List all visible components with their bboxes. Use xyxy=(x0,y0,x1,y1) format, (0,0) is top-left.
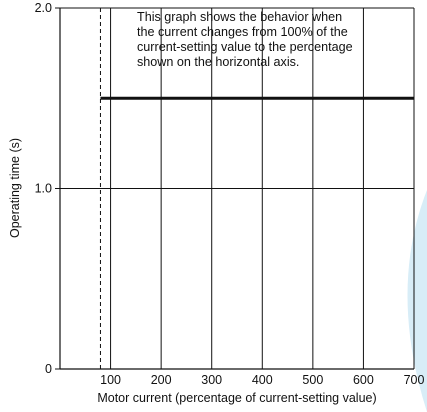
x-tick-label-400: 400 xyxy=(252,373,273,387)
annotation-line-1: This graph shows the behavior when xyxy=(137,10,343,24)
grid xyxy=(60,8,415,369)
y-tick-label-2.0: 2.0 xyxy=(35,1,52,15)
y-tick-label-0: 0 xyxy=(45,362,52,376)
x-tick-label-500: 500 xyxy=(302,373,323,387)
x-tick-label-600: 600 xyxy=(353,373,374,387)
annotation-line-4: shown on the horizontal axis. xyxy=(137,55,300,69)
x-tick-label-200: 200 xyxy=(151,373,172,387)
y-axis-title: Operating time (s) xyxy=(8,138,22,238)
x-axis-title: Motor current (percentage of current-set… xyxy=(97,391,376,405)
x-tick-label-700: 700 xyxy=(404,373,425,387)
x-tick-label-100: 100 xyxy=(100,373,121,387)
x-tick-label-300: 300 xyxy=(201,373,222,387)
tick-labels: 100 200 300 400 500 600 700 0 1.0 2.0 xyxy=(35,1,425,387)
chart-annotation: This graph shows the behavior when the c… xyxy=(137,10,407,70)
y-tick-label-1.0: 1.0 xyxy=(35,182,52,196)
annotation-line-2: the current changes from 100% of the xyxy=(137,25,348,39)
axes xyxy=(55,7,414,370)
annotation-line-3: current-setting value to the percentage xyxy=(137,40,353,54)
